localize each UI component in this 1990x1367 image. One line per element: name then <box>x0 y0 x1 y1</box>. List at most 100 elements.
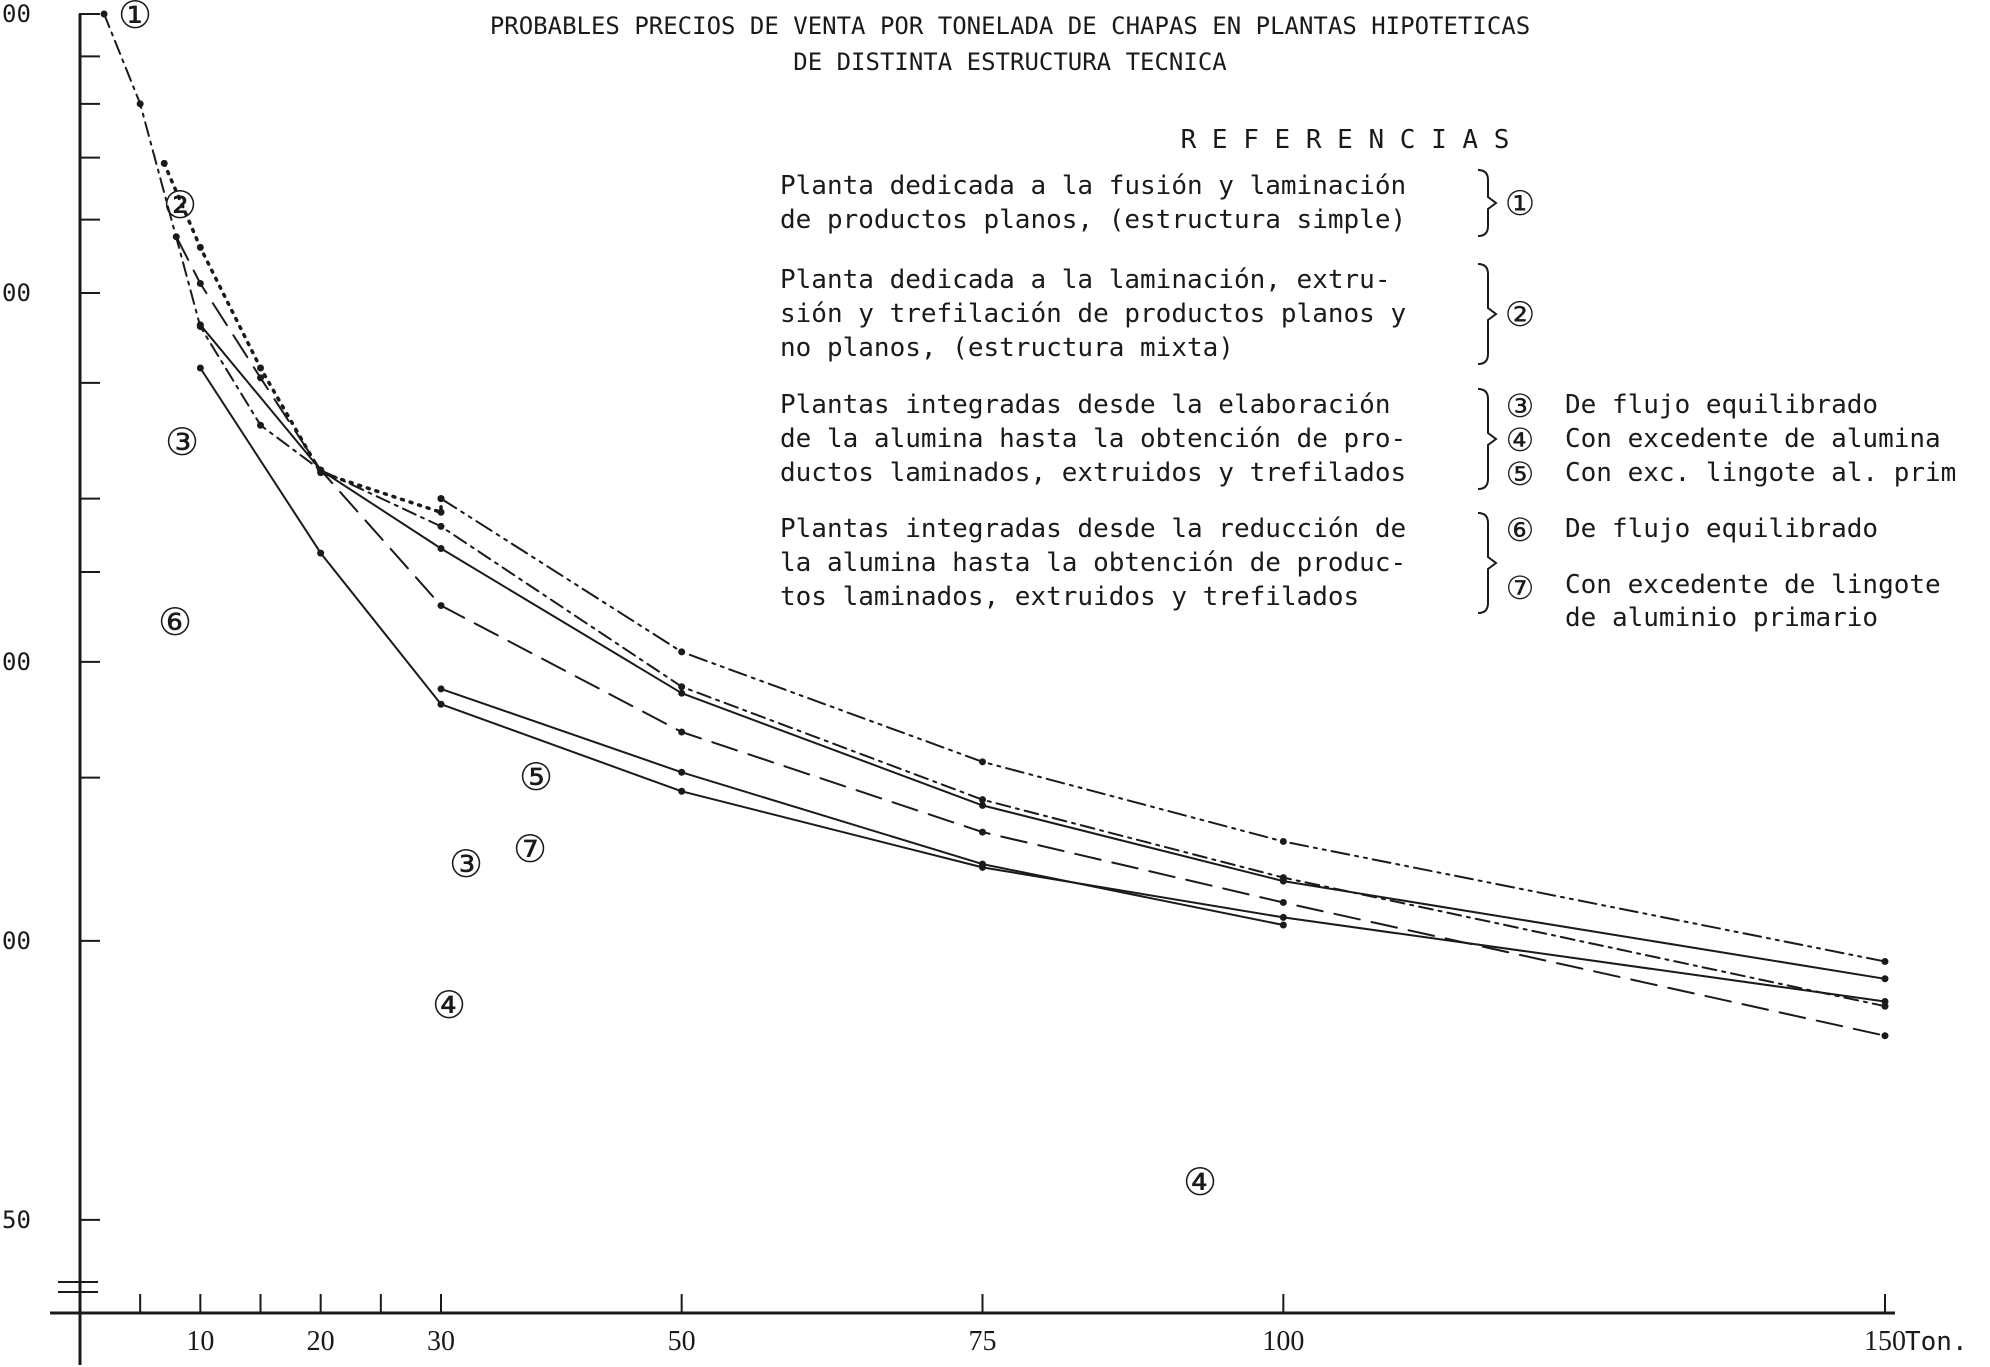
curve-label-4a: ④ <box>432 985 466 1027</box>
data-point <box>437 522 445 530</box>
y-tick-label: 00 <box>2 279 31 307</box>
series-4 <box>437 685 1287 929</box>
legend-marker: ⑥ <box>1506 512 1535 548</box>
data-point <box>437 495 445 503</box>
x-tick-label: 10 <box>186 1326 214 1357</box>
x-tick-labels: 10 20 30 50 75 100 150 Ton. <box>186 1326 1967 1357</box>
series-line-4 <box>440 687 1285 926</box>
x-tick-label: 100 <box>1262 1326 1304 1357</box>
data-point <box>257 374 264 382</box>
data-point <box>1279 877 1287 885</box>
legend-note: Con exc. lingote al. prim <box>1565 458 1956 488</box>
series-5 <box>437 495 1889 965</box>
legend-group-2: Planta dedicada a la laminación, extru-s… <box>780 263 1535 365</box>
curve-labels: ① ② ③ ③ ④ ④ ⑤ ⑥ ⑦ <box>118 0 1217 1204</box>
curve-label-5: ⑤ <box>519 757 553 799</box>
legend-text-line: ductos laminados, extruidos y trefilados <box>780 458 1406 488</box>
data-point <box>1279 898 1287 906</box>
data-point <box>979 863 986 871</box>
legend-marker: ③ <box>1506 388 1535 424</box>
data-point <box>196 243 204 251</box>
curve-label-3a: ③ <box>165 422 199 464</box>
data-point <box>1279 913 1287 921</box>
x-tick-label: 75 <box>969 1326 997 1357</box>
data-point <box>100 10 108 18</box>
data-point <box>678 787 686 795</box>
chart-title-line2: DE DISTINTA ESTRUCTURA TECNICA <box>793 48 1227 76</box>
data-point <box>172 233 180 241</box>
legend-body: Planta dedicada a la fusión y laminación… <box>780 169 1956 633</box>
legend-marker: ④ <box>1506 422 1535 458</box>
legend-text-line: de la alumina hasta la obtención de pro- <box>780 424 1406 454</box>
data-point <box>1881 998 1889 1006</box>
legend-note: De flujo equilibrado <box>1565 514 1878 544</box>
curve-label-1: ① <box>118 0 152 37</box>
y-tick-label: 50 <box>2 1206 31 1234</box>
data-point <box>1881 1032 1889 1040</box>
legend-heading: R E F E R E N C I A S <box>1181 125 1510 155</box>
legend-text-line: Planta dedicada a la laminación, extru- <box>780 265 1390 295</box>
legend: R E F E R E N C I A S Planta dedicada a … <box>780 125 1956 633</box>
data-point <box>160 159 168 167</box>
data-point <box>257 421 264 429</box>
chart-title-line1: PROBABLES PRECIOS DE VENTA POR TONELADA … <box>490 12 1530 40</box>
x-tick-label: 150 <box>1864 1326 1906 1357</box>
data-point <box>437 685 445 693</box>
legend-text-line: la alumina hasta la obtención de produc- <box>780 548 1406 578</box>
data-point <box>678 648 686 656</box>
series-line-2 <box>162 161 443 515</box>
legend-brace <box>1477 512 1498 614</box>
legend-brace <box>1477 169 1498 237</box>
y-tick-label: 00 <box>2 927 31 955</box>
legend-text-line: no planos, (estructura mixta) <box>780 333 1234 363</box>
data-point <box>437 508 445 516</box>
legend-text-line: Plantas integradas desde la reducción de <box>780 514 1406 544</box>
data-point <box>437 700 445 708</box>
legend-marker: ⑦ <box>1506 570 1535 606</box>
data-point <box>196 364 204 372</box>
data-point <box>1881 957 1889 965</box>
data-point <box>196 279 204 287</box>
y-ticks: 00 00 00 00 50 <box>2 0 100 1234</box>
legend-note: de aluminio primario <box>1565 603 1878 633</box>
legend-note: De flujo equilibrado <box>1565 390 1878 420</box>
data-point <box>437 602 445 610</box>
data-point <box>317 549 325 557</box>
legend-marker: ② <box>1505 297 1535 334</box>
series-layer <box>100 10 1889 1040</box>
data-point <box>1279 921 1287 929</box>
curve-label-7: ⑦ <box>513 829 547 871</box>
x-tick-label: 30 <box>427 1326 455 1357</box>
data-point <box>196 321 204 329</box>
legend-group-3: Plantas integradas desde la elaboración d… <box>780 388 1956 492</box>
y-tick-label: 00 <box>2 0 31 28</box>
x-tick-label: 20 <box>307 1326 335 1357</box>
y-tick-label: 00 <box>2 648 31 676</box>
curve-label-2: ② <box>163 185 197 227</box>
series-1 <box>100 10 1889 1010</box>
legend-note: Con excedente de alumina <box>1565 424 1941 454</box>
legend-brace <box>1477 388 1498 490</box>
legend-group-1: Planta dedicada a la fusión y laminación… <box>780 169 1535 237</box>
data-point <box>979 801 986 809</box>
series-7 <box>196 321 1889 983</box>
data-point <box>1881 975 1889 983</box>
series-6 <box>196 364 1889 1006</box>
data-point <box>257 364 264 372</box>
legend-text-line: Planta dedicada a la fusión y laminación <box>780 171 1406 201</box>
data-point <box>979 796 986 804</box>
data-point <box>678 768 686 776</box>
series-line-1 <box>103 13 1886 1008</box>
axis-break <box>58 1281 98 1293</box>
legend-text-line: Plantas integradas desde la elaboración <box>780 390 1390 420</box>
x-ticks <box>139 1294 1886 1313</box>
data-point <box>678 728 686 736</box>
legend-brace <box>1477 263 1498 365</box>
legend-text-line: tos laminados, extruidos y trefilados <box>780 582 1359 612</box>
x-tick-label: 50 <box>668 1326 696 1357</box>
curve-label-4b: ④ <box>1183 1162 1217 1204</box>
data-point <box>317 466 325 474</box>
curve-label-3b: ③ <box>449 844 483 886</box>
curve-label-6: ⑥ <box>158 602 192 644</box>
